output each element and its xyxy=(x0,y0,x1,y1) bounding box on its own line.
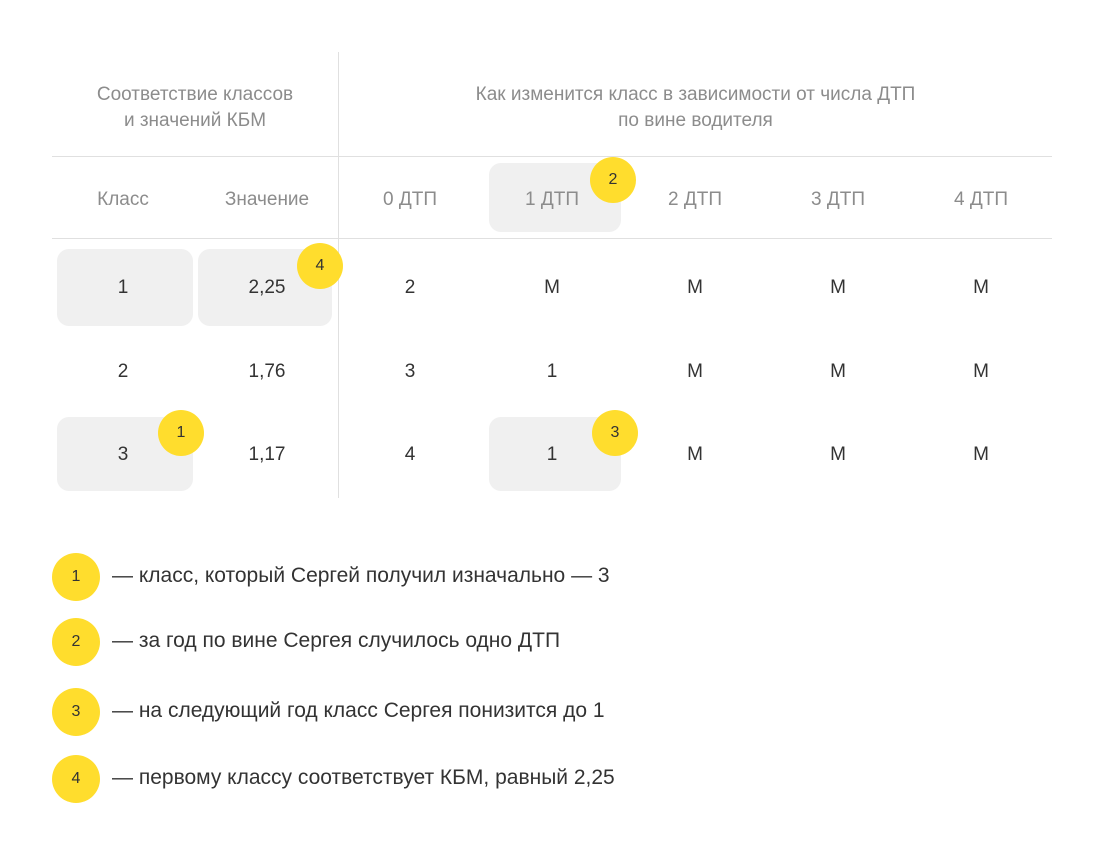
marker-badge-4: 4 xyxy=(297,243,343,289)
legend-text-2: — за год по вине Сергея случилось одно Д… xyxy=(112,629,561,652)
table-cell: M xyxy=(687,444,703,465)
table-cell: M xyxy=(687,361,703,382)
table-cell: M xyxy=(830,277,846,298)
legend-badge-4: 4 xyxy=(52,755,100,803)
col-header-2-dtp: 2 ДТП xyxy=(668,189,722,210)
col-header-class: Класс xyxy=(97,189,149,210)
table-cell: 1,17 xyxy=(248,444,286,465)
group-header-accidents: Как изменится класс в зависимости от чис… xyxy=(339,80,1052,136)
group-header-classes: Соответствие классов и значений КБМ xyxy=(52,80,338,136)
marker-badge-2: 2 xyxy=(590,157,636,203)
legend-badge-3: 3 xyxy=(52,688,100,736)
col-header-value: Значение xyxy=(224,189,310,210)
group-header-accidents-line2: по вине водителя xyxy=(618,110,773,131)
table-cell: 3 xyxy=(404,361,416,382)
marker-badge-3: 3 xyxy=(592,410,638,456)
table-cell: 2,25 xyxy=(248,277,286,298)
marker-badge-1: 1 xyxy=(158,410,204,456)
legend-badge-2: 2 xyxy=(52,618,100,666)
table-cell: M xyxy=(973,277,989,298)
table-cell: 1,76 xyxy=(248,361,286,382)
table-cell: M xyxy=(544,277,560,298)
legend-text-1: — класс, который Сергей получил изначаль… xyxy=(112,564,610,587)
table-cell: 1 xyxy=(546,444,558,465)
legend-text-4: — первому классу соответствует КБМ, равн… xyxy=(112,766,615,789)
col-header-4-dtp: 4 ДТП xyxy=(954,189,1008,210)
table-cell: 4 xyxy=(404,444,416,465)
col-header-1-dtp: 1 ДТП xyxy=(525,189,579,210)
table-cell: M xyxy=(687,277,703,298)
group-header-accidents-line1: Как изменится класс в зависимости от чис… xyxy=(475,84,916,105)
table-cell: 1 xyxy=(117,277,129,298)
col-header-3-dtp: 3 ДТП xyxy=(811,189,865,210)
table-cell: M xyxy=(830,361,846,382)
header-divider xyxy=(52,156,1052,157)
col-header-0-dtp: 0 ДТП xyxy=(383,189,437,210)
legend-text-3: — на следующий год класс Сергея понизитс… xyxy=(112,699,605,722)
table-cell: M xyxy=(830,444,846,465)
table-cell: 1 xyxy=(546,361,558,382)
table-cell: 2 xyxy=(404,277,416,298)
highlight-class-1 xyxy=(57,249,193,326)
column-head-divider xyxy=(52,238,1052,239)
table-cell: M xyxy=(973,444,989,465)
group-header-classes-line1: Соответствие классов xyxy=(96,84,294,105)
table-cell: 3 xyxy=(117,444,129,465)
group-header-classes-line2: и значений КБМ xyxy=(123,110,267,131)
table-cell: 2 xyxy=(117,361,129,382)
table-cell: M xyxy=(973,361,989,382)
legend-badge-1: 1 xyxy=(52,553,100,601)
